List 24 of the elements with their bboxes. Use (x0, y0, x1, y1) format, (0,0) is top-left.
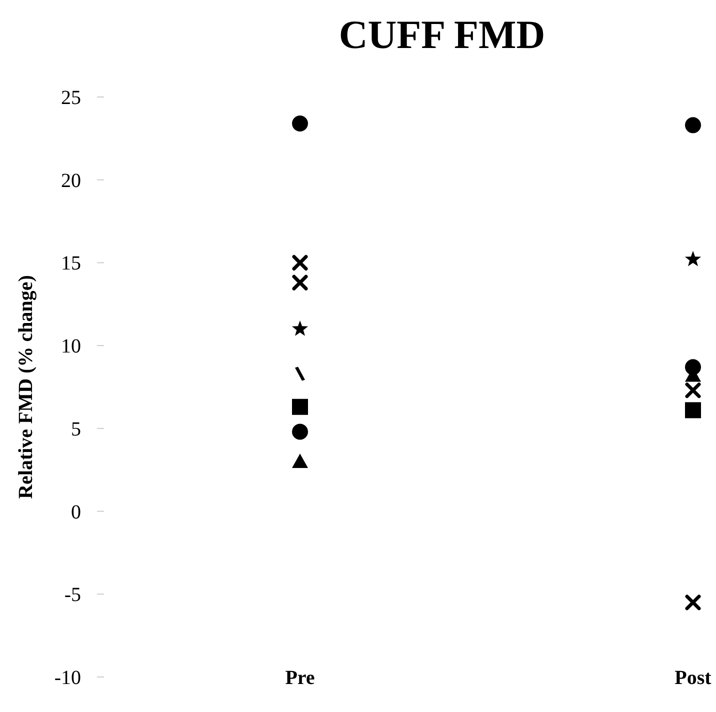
point (292, 320, 308, 336)
y-tick-label: -10 (54, 667, 81, 689)
y-tick-label: 5 (71, 418, 81, 440)
point (684, 250, 702, 266)
y-tick-label: 20 (61, 170, 81, 192)
point (685, 402, 701, 418)
chart-title: CUFF FMD (338, 12, 546, 57)
y-tick-label: -5 (64, 584, 81, 606)
point (292, 398, 308, 415)
point (685, 117, 701, 134)
y-tick-label: 15 (61, 252, 81, 275)
point (292, 274, 308, 290)
x-tick-label: Post (674, 667, 712, 689)
y-tick-label: 10 (61, 336, 81, 358)
y-tick-label: 25 (61, 87, 81, 109)
point (685, 382, 701, 398)
point (292, 254, 308, 270)
y-tick-label: 0 (71, 501, 81, 524)
point (685, 594, 701, 610)
y-axis-title: Relative FMD (% change) (15, 275, 37, 499)
point (292, 424, 308, 440)
point (292, 454, 308, 468)
x-tick-label: Pre (285, 667, 315, 689)
point (292, 116, 308, 132)
